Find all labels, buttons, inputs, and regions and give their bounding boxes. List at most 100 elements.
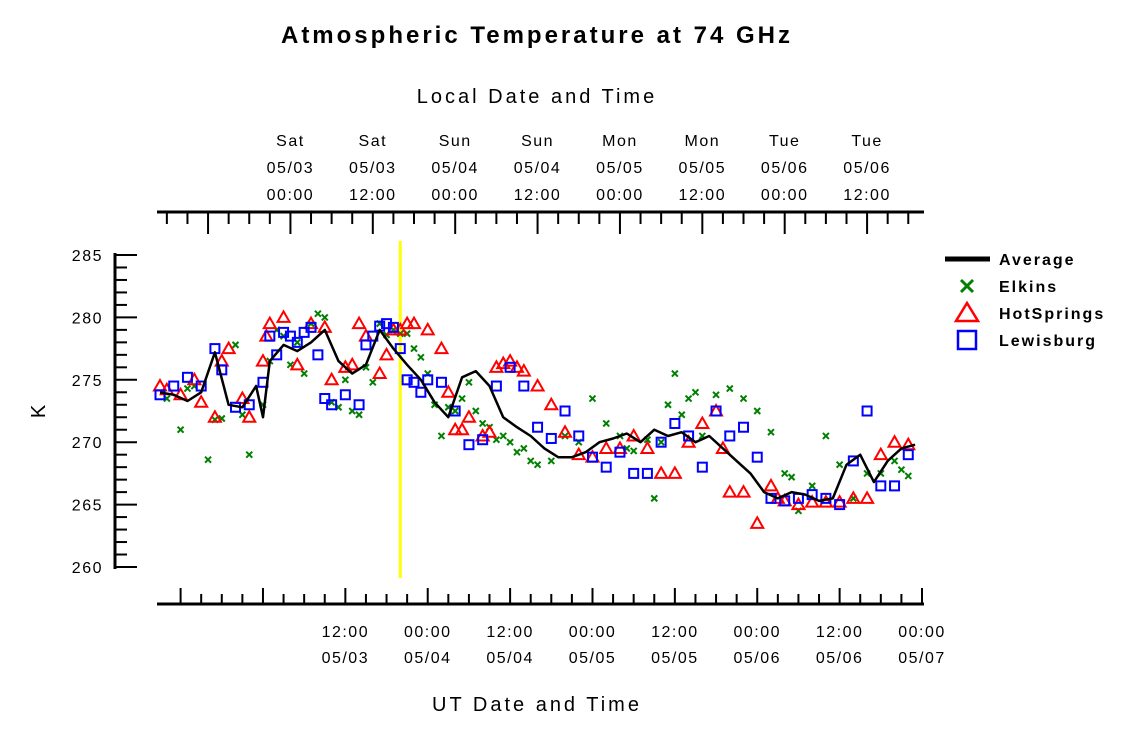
hotsprings-point <box>715 440 731 454</box>
legend-label: Elkins <box>999 279 1058 296</box>
elkins-point <box>520 444 528 453</box>
chart-title: Atmospheric Temperature at 74 GHz <box>281 22 793 49</box>
lewisburg-point <box>305 321 317 333</box>
lewisburg-point <box>710 405 722 417</box>
lewisburg-point <box>683 430 695 442</box>
lewisburg-point <box>181 371 193 383</box>
hotsprings-point <box>763 477 779 492</box>
lewisburg-point <box>696 461 708 473</box>
bottom-tick-label: 12:00 <box>651 624 699 641</box>
top-tick-day: Tue <box>769 133 800 150</box>
bottom-tick-label: 00:00 <box>404 624 452 641</box>
lewisburg-point <box>861 405 873 417</box>
hotsprings-point <box>749 515 765 529</box>
x-axis-label: UT Date and Time <box>432 694 642 716</box>
hotsprings-point <box>859 490 875 504</box>
hotsprings-point <box>351 315 367 330</box>
hotsprings-point <box>639 440 656 454</box>
top-tick-date: 05/05 <box>679 160 727 177</box>
elkins-point <box>465 378 473 387</box>
legend-item-lewisburg: Lewisburg <box>956 329 1095 351</box>
lewisburg-point <box>394 343 406 355</box>
elkins-point <box>451 407 459 415</box>
lewisburg-point <box>463 439 475 451</box>
lewisburg-point <box>504 361 516 373</box>
lewisburg-point <box>435 376 447 388</box>
lewisburg-point <box>415 386 427 398</box>
hotsprings-point <box>275 309 292 323</box>
top-tick-time: 12:00 <box>679 187 727 204</box>
lewisburg-point <box>614 446 626 458</box>
elkins-point <box>341 376 350 384</box>
elkins-point <box>300 369 308 378</box>
elkins-point <box>506 438 514 446</box>
lewisburg-point <box>326 399 338 411</box>
elkins-point <box>904 472 912 480</box>
hotsprings-point <box>488 359 505 373</box>
top-tick-time: 00:00 <box>431 187 479 204</box>
legend-item-average: Average <box>945 252 1074 269</box>
y-tick-label: 265 <box>72 498 103 515</box>
elkins-point <box>478 419 487 428</box>
elkins-point <box>437 432 446 440</box>
elkins-point <box>671 369 679 378</box>
elkins-point <box>739 394 748 403</box>
top-tick-time: 12:00 <box>514 187 562 204</box>
lewisburg-point <box>875 480 887 492</box>
legend-item-elkins: Elkins <box>959 278 1058 296</box>
top-tick-date: 05/03 <box>349 160 397 177</box>
elkins-point <box>664 401 672 409</box>
lewisburg-point <box>902 449 914 461</box>
hotsprings-point <box>529 378 546 392</box>
elkins-point <box>678 411 686 419</box>
lewisburg-point <box>490 380 502 392</box>
lewisburg-point <box>751 451 763 463</box>
lewisburg-point <box>319 393 331 405</box>
elkins-point <box>458 394 466 403</box>
lewisburg-point <box>641 467 653 479</box>
plot-area <box>152 309 916 529</box>
hotsprings-point <box>481 424 498 438</box>
hotsprings-point <box>406 315 422 330</box>
lewisburg-point <box>586 451 598 463</box>
bottom-tick-label: 05/04 <box>404 650 452 667</box>
lewisburg-point <box>545 432 557 444</box>
elkins-point <box>369 378 377 387</box>
top-tick-date: 05/06 <box>761 160 809 177</box>
elkins-point <box>533 460 542 469</box>
top-tick-time: 00:00 <box>596 187 644 204</box>
hotsprings-point <box>735 484 752 498</box>
lewisburg-point <box>738 421 750 433</box>
hotsprings-point <box>193 394 209 408</box>
top-tick-date: 05/05 <box>596 160 644 177</box>
elkins-point <box>321 313 329 322</box>
top-tick-day: Sat <box>359 133 388 150</box>
lewisburg-point <box>600 461 612 473</box>
y-tick-label: 280 <box>72 310 103 327</box>
hotsprings-point <box>440 384 457 398</box>
top-tick-date: 05/04 <box>514 160 562 177</box>
y-tick-label: 275 <box>72 373 103 390</box>
hotsprings-point <box>804 494 820 508</box>
top-tick-time: 12:00 <box>843 187 891 204</box>
top-tick-time: 12:00 <box>349 187 397 204</box>
lewisburg-point <box>312 349 324 361</box>
hotsprings-point <box>454 421 470 436</box>
elkins-point <box>588 394 597 403</box>
lewisburg-point <box>628 467 640 479</box>
elkins-point <box>499 432 507 440</box>
lewisburg-point <box>655 436 667 448</box>
elkins-point <box>808 482 816 490</box>
lewisburg-point <box>724 430 736 442</box>
lewisburg-point <box>532 421 544 433</box>
hotsprings-point <box>234 390 251 405</box>
hotsprings-point <box>667 465 683 479</box>
hotsprings-point <box>502 353 518 367</box>
elkins-point <box>355 411 363 419</box>
elkins-point <box>472 407 480 415</box>
lewisburg-point <box>168 380 180 392</box>
elkins-point <box>629 447 638 455</box>
hotsprings-point <box>420 321 436 336</box>
lewisburg-point <box>847 455 859 467</box>
top-tick-day: Sun <box>521 133 554 150</box>
